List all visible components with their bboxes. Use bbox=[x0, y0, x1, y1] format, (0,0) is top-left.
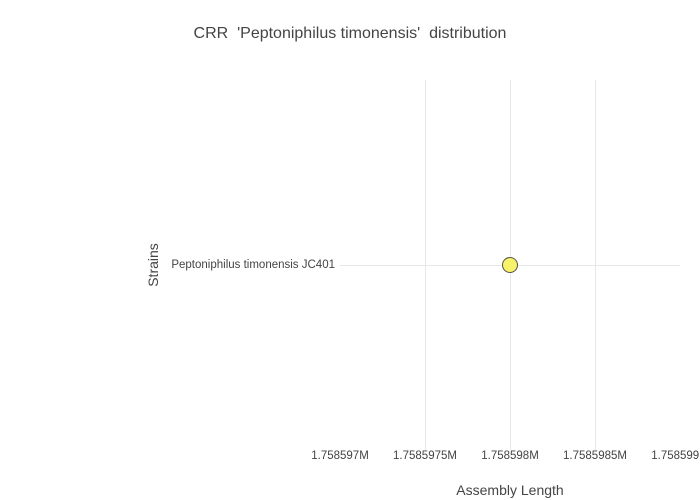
x-tick-label: 1.7585975M bbox=[393, 450, 457, 462]
y-axis-tick-labels: Peptoniphilus timonensis JC401 bbox=[0, 80, 335, 450]
y-tick-label: Peptoniphilus timonensis JC401 bbox=[171, 259, 335, 271]
plot-area[interactable] bbox=[340, 80, 680, 450]
x-tick-label: 1.7585985M bbox=[563, 450, 627, 462]
data-point-marker[interactable] bbox=[502, 257, 518, 273]
chart-title: CRR 'Peptoniphilus timonensis' distribut… bbox=[193, 25, 507, 42]
x-tick-label: 1.758598M bbox=[481, 450, 539, 462]
x-axis-tick-labels: 1.758597M 1.7585975M 1.758598M 1.7585985M 1.… bbox=[311, 450, 700, 466]
x-tick-label: 1.758597M bbox=[311, 450, 369, 462]
x-axis-title: Assembly Length bbox=[456, 482, 564, 498]
x-tick-label: 1.758599M bbox=[651, 450, 700, 462]
